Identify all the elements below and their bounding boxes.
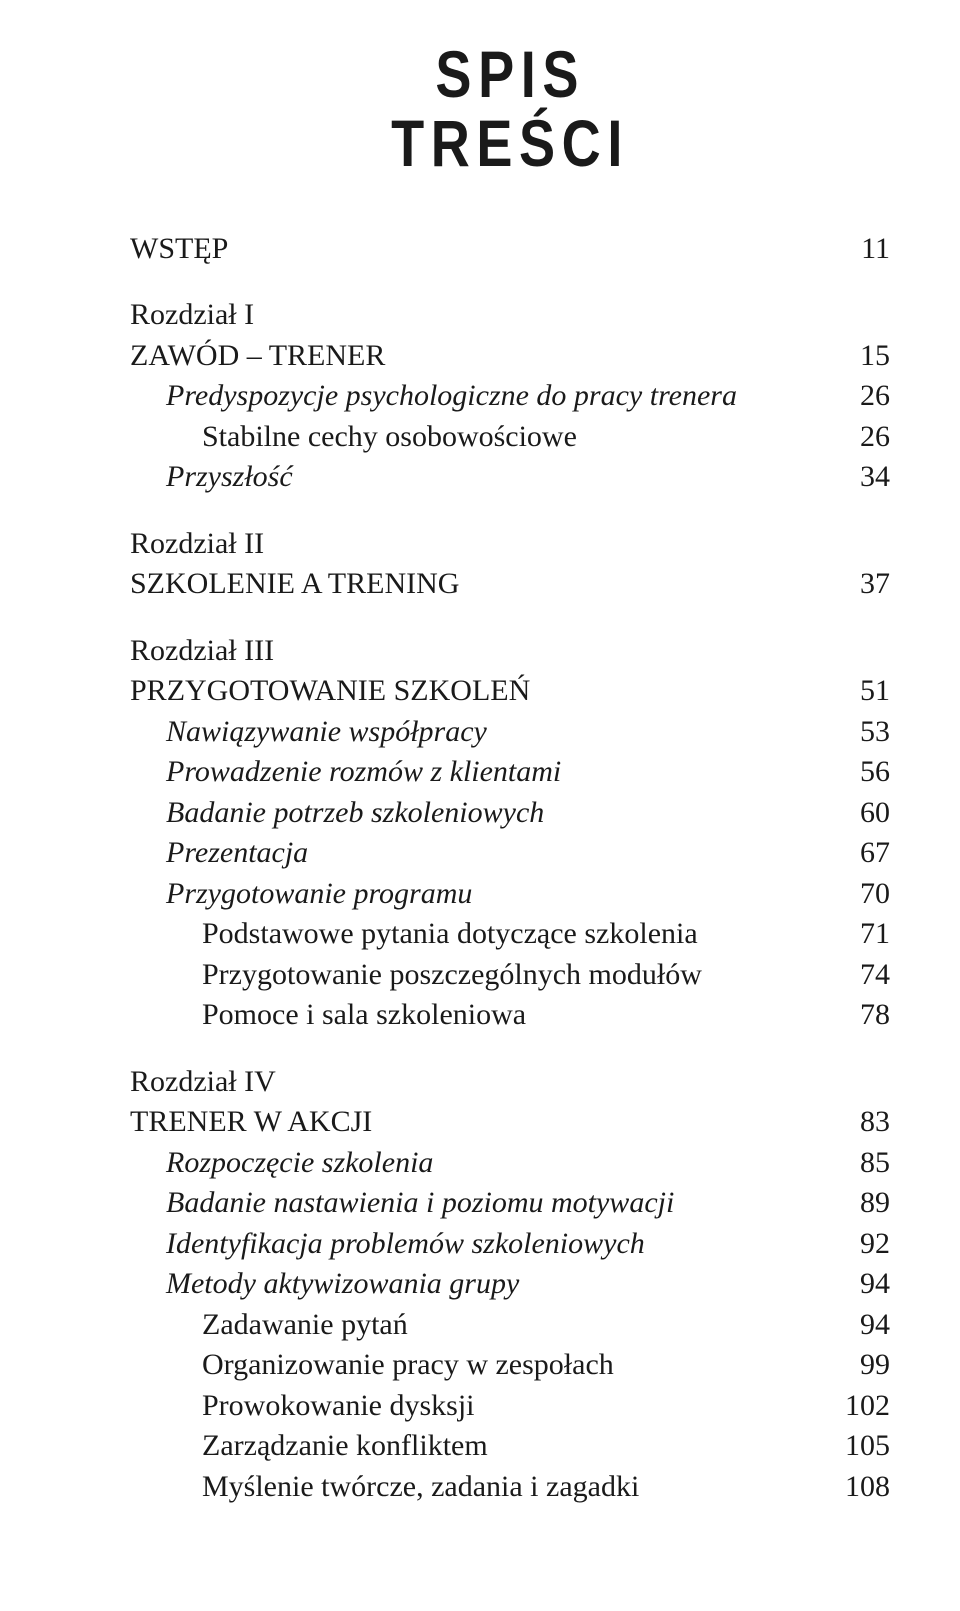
toc-entry: Podstawowe pytania dotyczące szkolenia71 [130, 914, 890, 955]
toc-entry: Rozdział IV [130, 1062, 890, 1103]
toc-entry: Zarządzanie konfliktem105 [130, 1426, 890, 1467]
toc-entry: Badanie potrzeb szkoleniowych60 [130, 793, 890, 834]
toc-entry-page: 108 [830, 1467, 890, 1508]
toc-entry-text: Prezentacja [130, 833, 830, 874]
toc-entry: Organizowanie pracy w zespołach99 [130, 1345, 890, 1386]
toc-entry-page: 102 [830, 1386, 890, 1427]
toc-entry-page: 92 [830, 1224, 890, 1265]
toc-entry-text: Organizowanie pracy w zespołach [130, 1345, 830, 1386]
toc-entry-text: Identyfikacja problemów szkoleniowych [130, 1224, 830, 1265]
toc-entry-page: 60 [830, 793, 890, 834]
toc-entry-text: Predyspozycje psychologiczne do pracy tr… [130, 376, 830, 417]
toc-entry-text: Przygotowanie poszczególnych modułów [130, 955, 830, 996]
toc-entry-text: Nawiązywanie współpracy [130, 712, 830, 753]
toc-entry: Myślenie twórcze, zadania i zagadki108 [130, 1467, 890, 1508]
toc-entry: Przyszłość34 [130, 457, 890, 498]
toc-entry-text: Badanie nastawienia i poziomu motywacji [130, 1183, 830, 1224]
toc-entry-text: Badanie potrzeb szkoleniowych [130, 793, 830, 834]
toc-entry-page: 26 [830, 376, 890, 417]
document-page: SPIS TREŚCI WSTĘP11Rozdział IZAWÓD – TRE… [0, 0, 960, 1567]
toc-entry-page: 105 [830, 1426, 890, 1467]
toc-entry-page: 56 [830, 752, 890, 793]
toc-entry-text: Myślenie twórcze, zadania i zagadki [130, 1467, 830, 1508]
toc-entry: Rozdział III [130, 631, 890, 672]
toc-entry-text: Metody aktywizowania grupy [130, 1264, 830, 1305]
toc-entry: WSTĘP11 [130, 229, 890, 270]
toc-entry-page: 89 [830, 1183, 890, 1224]
toc-entry-page: 11 [830, 229, 890, 270]
toc-entry-text: TRENER W AKCJI [130, 1102, 830, 1143]
toc-entry-page: 94 [830, 1264, 890, 1305]
toc-entry-text: Rozpoczęcie szkolenia [130, 1143, 830, 1184]
toc-entry: Pomoce i sala szkoleniowa78 [130, 995, 890, 1036]
toc-entry: Badanie nastawienia i poziomu motywacji8… [130, 1183, 890, 1224]
toc-entry-text: Przygotowanie programu [130, 874, 830, 915]
toc-entry-text: Prowokowanie dysksji [130, 1386, 830, 1427]
toc-entry: Stabilne cechy osobowościowe26 [130, 417, 890, 458]
toc-entry-page: 71 [830, 914, 890, 955]
toc-entry: Prowokowanie dysksji102 [130, 1386, 890, 1427]
table-of-contents: WSTĘP11Rozdział IZAWÓD – TRENER15Predysp… [130, 229, 890, 1508]
toc-entry-page: 99 [830, 1345, 890, 1386]
toc-entry-page: 53 [830, 712, 890, 753]
toc-entry-text: SZKOLENIE A TRENING [130, 564, 830, 605]
toc-entry-text: Rozdział IV [130, 1062, 830, 1103]
page-title: SPIS TREŚCI [130, 40, 890, 179]
toc-entry: Prowadzenie rozmów z klientami56 [130, 752, 890, 793]
toc-entry-text: Zadawanie pytań [130, 1305, 830, 1346]
toc-entry-page: 37 [830, 564, 890, 605]
toc-entry: Rozpoczęcie szkolenia85 [130, 1143, 890, 1184]
title-line-2: TREŚCI [391, 109, 629, 178]
toc-entry-text: ZAWÓD – TRENER [130, 336, 830, 377]
toc-entry-text: PRZYGOTOWANIE SZKOLEŃ [130, 671, 830, 712]
toc-entry: Metody aktywizowania grupy94 [130, 1264, 890, 1305]
toc-entry: Rozdział I [130, 295, 890, 336]
toc-entry: TRENER W AKCJI83 [130, 1102, 890, 1143]
toc-entry-page: 94 [830, 1305, 890, 1346]
toc-entry-text: Stabilne cechy osobowościowe [130, 417, 830, 458]
toc-entry-text: Rozdział I [130, 295, 830, 336]
title-line-1: SPIS [435, 40, 585, 109]
toc-entry-text: Rozdział II [130, 524, 830, 565]
toc-entry-text: Podstawowe pytania dotyczące szkolenia [130, 914, 830, 955]
toc-entry: Identyfikacja problemów szkoleniowych92 [130, 1224, 890, 1265]
toc-entry-text: Prowadzenie rozmów z klientami [130, 752, 830, 793]
toc-entry: Rozdział II [130, 524, 890, 565]
toc-entry: SZKOLENIE A TRENING37 [130, 564, 890, 605]
toc-entry-page: 78 [830, 995, 890, 1036]
toc-entry: Przygotowanie poszczególnych modułów74 [130, 955, 890, 996]
toc-entry-page: 34 [830, 457, 890, 498]
toc-entry-text: Zarządzanie konfliktem [130, 1426, 830, 1467]
toc-entry: Nawiązywanie współpracy53 [130, 712, 890, 753]
toc-entry-page: 74 [830, 955, 890, 996]
toc-entry-text: Przyszłość [130, 457, 830, 498]
toc-entry: PRZYGOTOWANIE SZKOLEŃ51 [130, 671, 890, 712]
toc-entry: Prezentacja67 [130, 833, 890, 874]
toc-entry-text: WSTĘP [130, 229, 830, 270]
toc-entry-page: 70 [830, 874, 890, 915]
toc-entry-page: 67 [830, 833, 890, 874]
toc-entry: Przygotowanie programu70 [130, 874, 890, 915]
toc-entry-text: Pomoce i sala szkoleniowa [130, 995, 830, 1036]
toc-entry: Zadawanie pytań94 [130, 1305, 890, 1346]
toc-entry: Predyspozycje psychologiczne do pracy tr… [130, 376, 890, 417]
toc-entry-page: 83 [830, 1102, 890, 1143]
toc-entry: ZAWÓD – TRENER15 [130, 336, 890, 377]
toc-entry-text: Rozdział III [130, 631, 830, 672]
toc-entry-page: 26 [830, 417, 890, 458]
toc-entry-page: 85 [830, 1143, 890, 1184]
toc-entry-page: 51 [830, 671, 890, 712]
toc-entry-page: 15 [830, 336, 890, 377]
